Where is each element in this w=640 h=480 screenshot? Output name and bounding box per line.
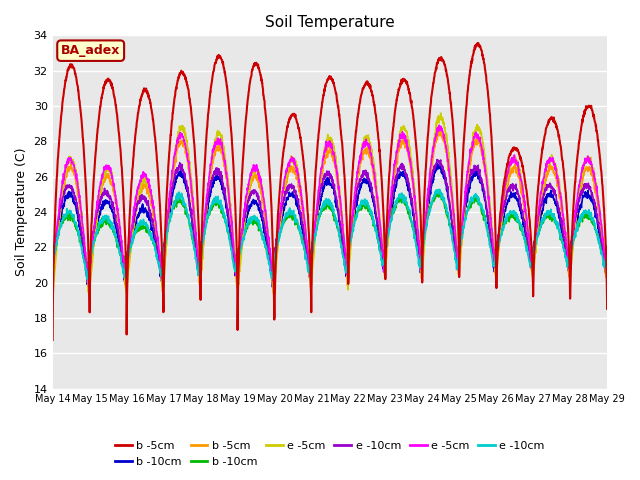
Text: BA_adex: BA_adex (61, 44, 120, 57)
Legend: b -5cm, b -10cm, b -5cm, b -10cm, e -5cm, e -10cm, e -5cm, e -10cm: b -5cm, b -10cm, b -5cm, b -10cm, e -5cm… (111, 437, 549, 471)
Title: Soil Temperature: Soil Temperature (265, 15, 395, 30)
Y-axis label: Soil Temperature (C): Soil Temperature (C) (15, 148, 28, 276)
